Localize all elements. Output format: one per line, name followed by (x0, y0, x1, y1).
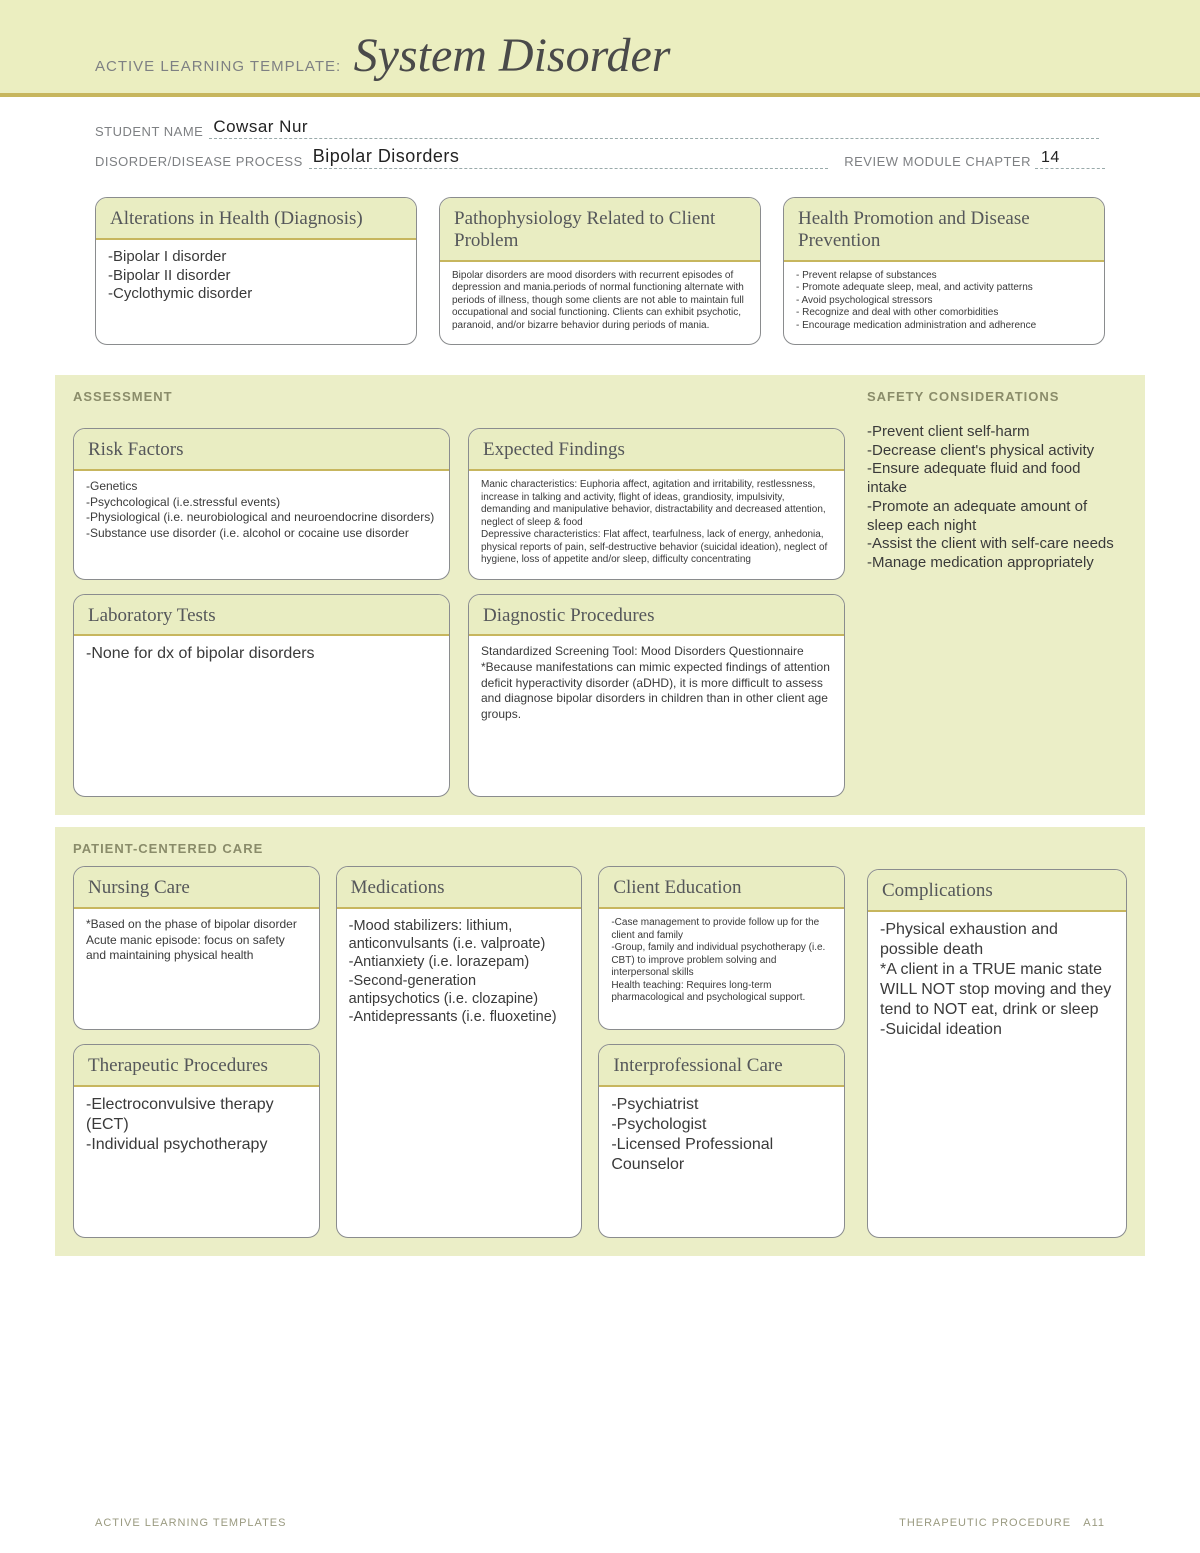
student-value: Cowsar Nur (213, 117, 308, 137)
page: ACTIVE LEARNING TEMPLATE: System Disorde… (0, 0, 1200, 1553)
chapter-label: REVIEW MODULE CHAPTER (844, 154, 1031, 169)
section-title-pcc: PATIENT-CENTERED CARE (73, 841, 845, 856)
pcc-left: PATIENT-CENTERED CARE Nursing Care *Base… (73, 841, 845, 1238)
card-body: Standardized Screening Tool: Mood Disord… (469, 636, 844, 796)
card-lab-tests: Laboratory Tests -None for dx of bipolar… (73, 594, 450, 798)
card-health-promotion: Health Promotion and Disease Prevention … (783, 197, 1105, 345)
content: Alterations in Health (Diagnosis) -Bipol… (0, 187, 1200, 1256)
header-band: ACTIVE LEARNING TEMPLATE: System Disorde… (0, 0, 1200, 97)
student-label: STUDENT NAME (95, 124, 203, 139)
card-nursing-care: Nursing Care *Based on the phase of bipo… (73, 866, 320, 1030)
card-title: Alterations in Health (Diagnosis) (96, 198, 416, 240)
footer-right: THERAPEUTIC PROCEDURE A11 (899, 1517, 1105, 1529)
card-expected-findings: Expected Findings Manic characteristics:… (468, 428, 845, 579)
card-body: - Prevent relapse of substances - Promot… (784, 262, 1104, 345)
card-body: -Psychiatrist -Psychologist -Licensed Pr… (599, 1087, 844, 1237)
card-title: Health Promotion and Disease Prevention (784, 198, 1104, 262)
footer: ACTIVE LEARNING TEMPLATES THERAPEUTIC PR… (0, 1517, 1200, 1529)
card-title: Diagnostic Procedures (469, 595, 844, 637)
card-body: -Electroconvulsive therapy (ECT) -Indivi… (74, 1087, 319, 1237)
card-title: Interprofessional Care (599, 1045, 844, 1087)
section-title-assessment: ASSESSMENT (73, 389, 845, 404)
card-body: -Genetics -Psychcological (i.e.stressful… (74, 471, 449, 579)
card-client-education: Client Education -Case management to pro… (598, 866, 845, 1030)
card-title: Therapeutic Procedures (74, 1045, 319, 1087)
card-medications: Medications -Mood stabilizers: lithium, … (336, 866, 583, 1238)
card-body: -Bipolar I disorder -Bipolar II disorder… (96, 240, 416, 344)
pcc-section: PATIENT-CENTERED CARE Nursing Care *Base… (55, 827, 1145, 1256)
card-pathophysiology: Pathophysiology Related to Client Proble… (439, 197, 761, 345)
section-title-safety: SAFETY CONSIDERATIONS (867, 389, 1127, 405)
card-title: Nursing Care (74, 867, 319, 909)
card-title: Medications (337, 867, 582, 909)
card-body: -Physical exhaustion and possible death … (868, 912, 1126, 1237)
card-title: Pathophysiology Related to Client Proble… (440, 198, 760, 262)
student-row: STUDENT NAME Cowsar Nur (95, 119, 1105, 139)
assessment-section: ASSESSMENT Risk Factors -Genetics -Psych… (55, 375, 1145, 815)
pcc-col-1: Nursing Care *Based on the phase of bipo… (73, 866, 320, 1238)
card-interprofessional-care: Interprofessional Care -Psychiatrist -Ps… (598, 1044, 845, 1238)
top-row: Alterations in Health (Diagnosis) -Bipol… (55, 187, 1145, 363)
pcc-col-2: Medications -Mood stabilizers: lithium, … (336, 866, 583, 1238)
card-diagnostic-procedures: Diagnostic Procedures Standardized Scree… (468, 594, 845, 798)
process-value: Bipolar Disorders (313, 146, 460, 167)
card-body: -Mood stabilizers: lithium, anticonvulsa… (337, 909, 582, 1237)
safety-column: SAFETY CONSIDERATIONS -Prevent client se… (867, 389, 1127, 797)
chapter-value: 14 (1041, 149, 1060, 167)
template-label: ACTIVE LEARNING TEMPLATE: (95, 58, 341, 75)
card-therapeutic-procedures: Therapeutic Procedures -Electroconvulsiv… (73, 1044, 320, 1238)
card-body: Manic characteristics: Euphoria affect, … (469, 471, 844, 579)
card-body: -Prevent client self-harm -Decrease clie… (867, 415, 1127, 798)
process-fill: Bipolar Disorders (309, 149, 828, 169)
card-title: Complications (868, 870, 1126, 912)
card-complications: Complications -Physical exhaustion and p… (867, 869, 1127, 1238)
pcc-col-3: Client Education -Case management to pro… (598, 866, 845, 1238)
process-row: DISORDER/DISEASE PROCESS Bipolar Disorde… (95, 149, 1105, 169)
process-label: DISORDER/DISEASE PROCESS (95, 154, 303, 169)
card-body: -Case management to provide follow up fo… (599, 909, 844, 1029)
student-fill: Cowsar Nur (209, 119, 1099, 139)
chapter-fill: 14 (1035, 149, 1105, 169)
footer-left: ACTIVE LEARNING TEMPLATES (95, 1517, 286, 1529)
complications-column: Complications -Physical exhaustion and p… (867, 841, 1127, 1238)
assessment-left: ASSESSMENT Risk Factors -Genetics -Psych… (73, 389, 845, 797)
card-alterations: Alterations in Health (Diagnosis) -Bipol… (95, 197, 417, 345)
card-body: Bipolar disorders are mood disorders wit… (440, 262, 760, 345)
card-title: Client Education (599, 867, 844, 909)
meta-block: STUDENT NAME Cowsar Nur DISORDER/DISEASE… (0, 97, 1200, 187)
card-risk-factors: Risk Factors -Genetics -Psychcological (… (73, 428, 450, 579)
template-title: System Disorder (354, 28, 671, 83)
card-safety: -Prevent client self-harm -Decrease clie… (867, 415, 1127, 798)
card-body: -None for dx of bipolar disorders (74, 636, 449, 796)
card-body: *Based on the phase of bipolar disorder … (74, 909, 319, 1029)
card-title: Expected Findings (469, 429, 844, 471)
card-title: Risk Factors (74, 429, 449, 471)
card-title: Laboratory Tests (74, 595, 449, 637)
